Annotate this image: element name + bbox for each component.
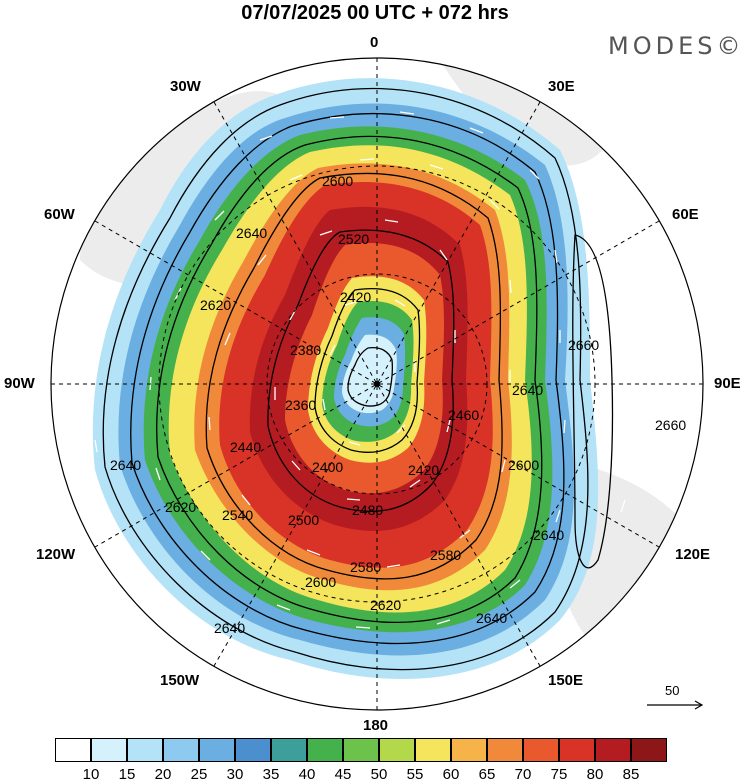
contour-label: 2520 (338, 231, 369, 247)
colorbar-tick-label: 45 (334, 766, 352, 783)
vector-reference: 50 (645, 683, 705, 713)
contour-label: 2640 (236, 225, 267, 241)
colorbar-tick-label: 10 (82, 766, 100, 783)
contour-label: 2440 (230, 439, 261, 455)
colorbar-tick-label: 35 (262, 766, 280, 783)
colorbar-box (343, 738, 379, 762)
colorbar-box (559, 738, 595, 762)
modes-logo: MODES© (608, 32, 745, 60)
wind-speed-fill (92, 78, 599, 680)
contour-label: 2620 (200, 297, 231, 313)
contour-label: 2600 (305, 574, 336, 590)
colorbar-box (415, 738, 451, 762)
lon-label-150w: 150W (160, 672, 200, 689)
colorbar-tick-label: 85 (622, 766, 640, 783)
colorbar-tick-label: 25 (190, 766, 208, 783)
contour-label: 2620 (165, 499, 196, 515)
colorbar-box (55, 738, 91, 762)
lon-label-0: 0 (370, 34, 379, 51)
colorbar-box (307, 738, 343, 762)
colorbar-box (631, 738, 667, 762)
colorbar-tick-label: 70 (514, 766, 532, 783)
lon-label-30w: 30W (170, 78, 201, 95)
lon-label-120e: 120E (675, 546, 711, 563)
colorbar-tick-label: 80 (586, 766, 604, 783)
colorbar-box (379, 738, 415, 762)
colorbar-box (127, 738, 163, 762)
contour-label: 2500 (288, 512, 319, 528)
contour-label: 2600 (508, 457, 539, 473)
contour-label: 2540 (222, 507, 253, 523)
contour-label: 2480 (352, 502, 383, 518)
contour-label: 2420 (408, 462, 439, 478)
contour-label: 2640 (110, 457, 141, 473)
colorbar-box (271, 738, 307, 762)
contour-label: 2640 (476, 610, 507, 626)
contour-label: 2600 (322, 173, 353, 189)
contour-label: 2580 (430, 547, 461, 563)
colorbar-box (523, 738, 559, 762)
contour-label: 2460 (448, 407, 479, 423)
contour-label: 2360 (285, 397, 316, 413)
lon-label-60w: 60W (44, 206, 75, 223)
lon-label-90w: 90W (4, 375, 35, 392)
contour-label: 2640 (214, 620, 245, 636)
contour-label: 2380 (290, 342, 321, 358)
contour-label: 2660 (655, 417, 686, 433)
contour-label: 2580 (350, 559, 381, 575)
colorbar-tick-label: 60 (442, 766, 460, 783)
colorbar-tick-label: 75 (550, 766, 568, 783)
contour-label: 2640 (512, 382, 543, 398)
colorbar-tick-label: 40 (298, 766, 316, 783)
contour-label: 2620 (370, 597, 401, 613)
graticule (51, 58, 703, 710)
contour-label: 2420 (340, 289, 371, 305)
colorbar-tick-label: 50 (370, 766, 388, 783)
colorbar-box (163, 738, 199, 762)
colorbar-box (235, 738, 271, 762)
vector-reference-label: 50 (665, 683, 680, 698)
contour-labels: 2600 2520 2420 2380 2360 2400 2420 2480 … (110, 173, 686, 636)
colorbar-tick-label: 55 (406, 766, 424, 783)
map-title: 07/07/2025 00 UTC + 072 hrs (241, 2, 509, 24)
lon-label-90e: 90E (714, 375, 741, 392)
land-africa (440, 58, 611, 166)
colorbar-box (199, 738, 235, 762)
colorbar-box (487, 738, 523, 762)
contour-label: 2660 (568, 337, 599, 353)
colorbar-tick-label: 30 (226, 766, 244, 783)
map-boundary (50, 57, 704, 711)
contour-label: 2400 (312, 459, 343, 475)
contour-label: 2640 (533, 527, 564, 543)
colorbar-box (91, 738, 127, 762)
colorbar-tick-label: 15 (118, 766, 136, 783)
lon-label-150e: 150E (548, 672, 584, 689)
height-contours (102, 87, 614, 671)
lon-label-60e: 60E (672, 206, 699, 223)
south-pole-marker (374, 381, 380, 387)
lon-label-30e: 30E (548, 78, 575, 95)
colorbar-box (451, 738, 487, 762)
lon-label-180: 180 (363, 717, 389, 734)
colorbar-tick-label: 20 (154, 766, 172, 783)
lon-label-120w: 120W (36, 546, 76, 563)
colorbar-box (595, 738, 631, 762)
colorbar-tick-label: 65 (478, 766, 496, 783)
